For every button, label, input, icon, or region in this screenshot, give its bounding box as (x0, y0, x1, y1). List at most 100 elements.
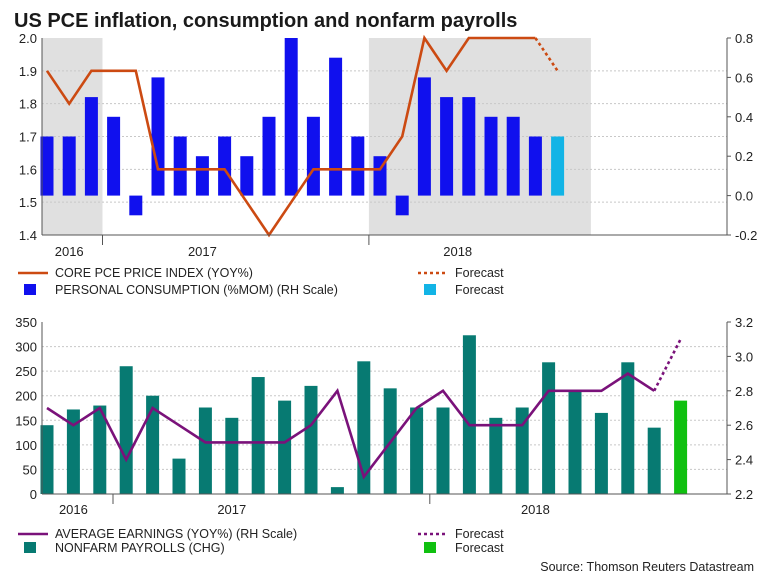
legend-payrolls-forecast-label: Forecast (455, 541, 504, 555)
top-bar (528, 136, 542, 196)
bottom-bar (40, 425, 54, 494)
top-right-tick-label: 0.2 (735, 149, 753, 164)
top-left-tick-label: 1.8 (19, 97, 37, 112)
top-bar (218, 136, 232, 196)
top-bar (506, 116, 520, 196)
top-bar (129, 195, 143, 216)
bottom-left-tick-label: 150 (15, 413, 37, 428)
bottom-left-tick-label: 200 (15, 389, 37, 404)
bottom-bar (330, 487, 344, 494)
legend-payrolls-forecast-swatch (424, 542, 436, 553)
top-bar (395, 195, 409, 216)
top-bar (306, 116, 320, 196)
bottom-right-tick-label: 2.4 (735, 453, 753, 468)
bottom-bar (172, 458, 186, 494)
bottom-bar (198, 407, 212, 494)
bottom-bar (621, 362, 635, 494)
bottom-forecast-bar (674, 400, 688, 494)
top-core-pce-line (45, 34, 559, 238)
bottom-right-tick-label: 3.0 (735, 349, 753, 364)
legend-earnings-label: AVERAGE EARNINGS (YOY%) (RH Scale) (55, 527, 297, 541)
bottom-right-tick-label: 3.2 (735, 315, 753, 330)
bottom-legend: AVERAGE EARNINGS (YOY%) (RH Scale) NONFA… (18, 527, 504, 555)
top-year-label: 2018 (443, 244, 472, 259)
bottom-bar (489, 417, 503, 494)
top-bar (484, 116, 498, 196)
bottom-bar (251, 377, 265, 494)
top-right-tick-label: 0.4 (735, 110, 753, 125)
bottom-left-tick-label: 350 (15, 315, 37, 330)
top-right-tick-label: 0.6 (735, 70, 753, 85)
top-left-tick-label: 1.9 (19, 64, 37, 79)
bottom-left-tick-label: 100 (15, 438, 37, 453)
bottom-right-tick-label: 2.6 (735, 418, 753, 433)
top-left-tick-label: 1.7 (19, 130, 37, 145)
top-right-tick-label: -0.2 (735, 228, 757, 243)
top-legend: CORE PCE PRICE INDEX (YOY%) PERSONAL CON… (18, 266, 504, 297)
chart-title: US PCE inflation, consumption and nonfar… (14, 10, 517, 32)
top-bar (262, 116, 276, 196)
bottom-left-tick-label: 250 (15, 364, 37, 379)
bottom-right-tick-label: 2.2 (735, 487, 753, 502)
legend-consumption-label: PERSONAL CONSUMPTION (%MOM) (RH Scale) (55, 283, 338, 297)
top-bar (240, 156, 254, 196)
top-right-tick-label: 0.0 (735, 189, 753, 204)
top-bar (329, 57, 343, 196)
bottom-bar (542, 362, 556, 494)
bottom-left-tick-label: 50 (23, 462, 37, 477)
top-year-label: 2017 (188, 244, 217, 259)
bottom-left-tick-label: 300 (15, 340, 37, 355)
top-bar (440, 97, 454, 196)
bottom-bar (146, 395, 160, 494)
bottom-line-actual (46, 372, 655, 480)
top-bar (107, 116, 121, 196)
bottom-bar (278, 400, 292, 494)
bottom-bar (304, 385, 318, 494)
bottom-chart: 0 50 100 150 200 250 300 350 2.2 2.4 2.6 2.8 3.0 3.2 2… (15, 315, 753, 517)
legend-payrolls-swatch (24, 542, 36, 553)
bottom-bar (410, 407, 424, 494)
legend-consumption-swatch (24, 284, 36, 295)
bottom-bar (436, 407, 450, 494)
bottom-bar (93, 405, 107, 494)
bottom-bar (66, 409, 80, 494)
bottom-bar (225, 417, 239, 494)
bottom-bar (462, 335, 476, 494)
top-right-tick-label: 0.8 (735, 31, 753, 46)
top-left-tick-label: 1.5 (19, 195, 37, 210)
top-forecast-bar (551, 136, 565, 196)
bottom-right-tick-label: 2.8 (735, 384, 753, 399)
top-bar (151, 77, 165, 196)
top-chart: 1.4 1.5 1.6 1.7 1.8 1.9 2.0 -0.2 0.0 0.2 0.4 0.6 0.8… (19, 31, 757, 259)
top-axes: 1.4 1.5 1.6 1.7 1.8 1.9 2.0 -0.2 0.0 0.2 0.4 0.6 0.8… (19, 31, 757, 259)
top-consumption-bars (40, 38, 565, 216)
top-left-tick-label: 1.6 (19, 162, 37, 177)
bottom-earnings-line (46, 338, 682, 480)
legend-consumption-forecast-label: Forecast (455, 283, 504, 297)
legend-payrolls-label: NONFARM PAYROLLS (CHG) (55, 541, 225, 555)
bottom-payrolls-bars (40, 335, 688, 494)
source-note: Source: Thomson Reuters Datastream (540, 560, 754, 574)
top-bar (84, 97, 98, 196)
bottom-bar (119, 366, 133, 494)
top-bar (173, 136, 187, 196)
bottom-year-label: 2016 (59, 502, 88, 517)
top-year-label: 2016 (55, 244, 84, 259)
top-bar (62, 136, 76, 196)
bottom-bar (594, 412, 608, 494)
bottom-left-tick-label: 0 (30, 487, 37, 502)
bottom-line-forecast (653, 338, 682, 392)
top-line-forecast (534, 37, 559, 72)
top-bar (351, 136, 365, 196)
top-bar (284, 38, 298, 196)
legend-core-pce-label: CORE PCE PRICE INDEX (YOY%) (55, 266, 253, 280)
top-bar (40, 136, 54, 196)
bottom-bar (647, 427, 661, 494)
bottom-bar (515, 407, 529, 494)
bottom-axes: 0 50 100 150 200 250 300 350 2.2 2.4 2.6 2.8 3.0 3.2 2… (15, 315, 753, 517)
legend-core-pce-forecast-label: Forecast (455, 266, 504, 280)
bottom-bar (357, 361, 371, 494)
bottom-bar (568, 390, 582, 494)
legend-consumption-forecast-swatch (424, 284, 436, 295)
